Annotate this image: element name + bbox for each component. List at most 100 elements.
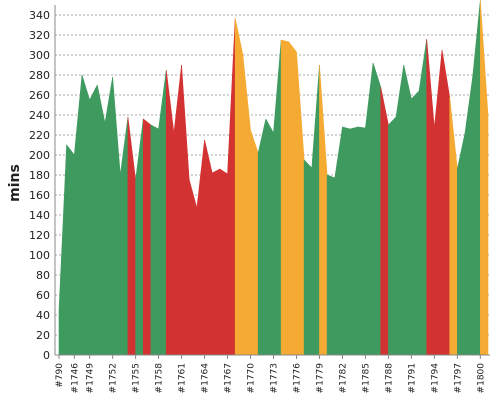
area-segment-unstable [288, 41, 297, 356]
area-segment-unstable [280, 39, 290, 356]
area-segment-fail [441, 49, 450, 356]
area-segment-fail [188, 179, 198, 356]
area-segment-unstable [296, 51, 305, 356]
x-tick-label: #1749 [86, 363, 96, 394]
area-segment-fail [434, 49, 443, 356]
x-tick-label: #1785 [361, 363, 371, 393]
y-tick-label: 220 [29, 129, 50, 142]
area-segment-pass [403, 64, 412, 356]
area-segment-pass [257, 118, 267, 356]
x-tick-label: #1800 [476, 363, 486, 394]
area-segment-pass [135, 118, 144, 356]
area-segment-pass [457, 132, 466, 356]
area-segment-pass [334, 126, 343, 356]
x-tick-label: #1761 [178, 363, 188, 393]
x-tick-label: #1752 [109, 363, 119, 393]
area-segment-unstable [480, 0, 489, 356]
area-segment-pass [303, 159, 313, 356]
x-tick-label: #1788 [384, 363, 394, 394]
area-segment-pass [342, 126, 351, 356]
y-tick-label: 0 [43, 349, 50, 362]
area-segment-unstable [234, 17, 244, 356]
area-segment-pass [365, 62, 374, 356]
y-tick-label: 340 [29, 9, 50, 22]
x-tick-label: #1746 [70, 363, 80, 394]
x-tick-label: #1797 [453, 363, 463, 393]
area-segment-fail [219, 168, 228, 356]
x-tick-labels: #790 #1746 #1749 #1752 #1755 #1758 #1761 #1764 #… [55, 355, 486, 393]
area-segment-pass [388, 116, 397, 356]
x-tick-label: #1764 [201, 363, 211, 394]
y-tick-label: 320 [29, 29, 50, 42]
area-segment-pass [158, 69, 167, 356]
area-segment-pass [464, 76, 473, 356]
area-layer [58, 0, 489, 356]
area-segment-pass [104, 76, 113, 356]
area-segment-pass [372, 62, 382, 356]
area-segment-fail [127, 116, 136, 356]
area-segment-unstable [319, 64, 328, 356]
area-segment-pass [97, 84, 106, 356]
x-tick-label: #1794 [430, 363, 440, 394]
area-segment-fail [204, 139, 213, 356]
area-segment-fail [173, 64, 182, 356]
x-tick-label: #1779 [315, 363, 325, 394]
y-tick-label: 180 [29, 169, 50, 182]
y-tick-label: 100 [29, 249, 50, 262]
area-segment-pass [119, 116, 129, 356]
y-tick-label: 120 [29, 229, 50, 242]
area-segment-pass [273, 39, 282, 356]
area-segment-pass [349, 126, 359, 356]
area-segment-unstable [242, 54, 251, 356]
area-segment-pass [112, 76, 121, 356]
y-tick-label: 300 [29, 49, 50, 62]
x-tick-label: #1773 [270, 363, 280, 393]
y-axis-label: mins [7, 164, 23, 202]
y-tick-label: 60 [36, 289, 50, 302]
area-segment-pass [58, 144, 67, 356]
x-tick-label: #1755 [132, 363, 142, 393]
area-segment-pass [265, 118, 274, 356]
area-segment-pass [472, 0, 481, 356]
area-segment-unstable [449, 96, 458, 356]
area-segment-pass [418, 38, 428, 356]
x-tick-label: #1770 [247, 363, 257, 394]
area-segment-pass [395, 64, 405, 356]
axis-layer [54, 5, 490, 356]
area-segment-fail [211, 168, 221, 356]
x-tick-label: #790 [55, 363, 65, 388]
area-segment-fail [380, 86, 389, 356]
area-segment-fail [181, 64, 190, 356]
y-tick-label: 140 [29, 209, 50, 222]
area-segment-pass [81, 74, 90, 356]
area-segment-pass [150, 124, 159, 356]
area-segment-fail [142, 118, 152, 356]
area-segment-pass [66, 144, 75, 356]
x-tick-label: #1758 [155, 363, 165, 394]
y-tick-label: 240 [29, 109, 50, 122]
y-tick-label: 260 [29, 89, 50, 102]
area-segment-fail [165, 69, 175, 356]
area-segment-fail [227, 17, 236, 356]
area-segment-pass [411, 90, 420, 356]
area-segment-pass [311, 64, 320, 356]
y-tick-label: 200 [29, 149, 50, 162]
area-segment-pass [357, 126, 366, 356]
y-tick-label: 280 [29, 69, 50, 82]
area-segment-fail [196, 139, 205, 356]
y-tick-labels: 0 20 40 60 80 100 120 140 160 180 200 220 240 260 280 3… [29, 9, 50, 362]
x-tick-label: #1791 [407, 363, 417, 393]
y-tick-label: 20 [36, 329, 50, 342]
x-tick-label: #1776 [292, 363, 302, 394]
area-segment-pass [74, 74, 83, 356]
x-tick-label: #1767 [224, 363, 234, 393]
y-tick-label: 160 [29, 189, 50, 202]
area-segment-fail [426, 38, 435, 356]
y-tick-label: 80 [36, 269, 50, 282]
y-tick-label: 40 [36, 309, 50, 322]
area-segment-pass [326, 174, 336, 356]
x-tick-label: #1782 [338, 363, 348, 393]
area-segment-unstable [250, 129, 259, 356]
area-segment-pass [89, 84, 98, 356]
